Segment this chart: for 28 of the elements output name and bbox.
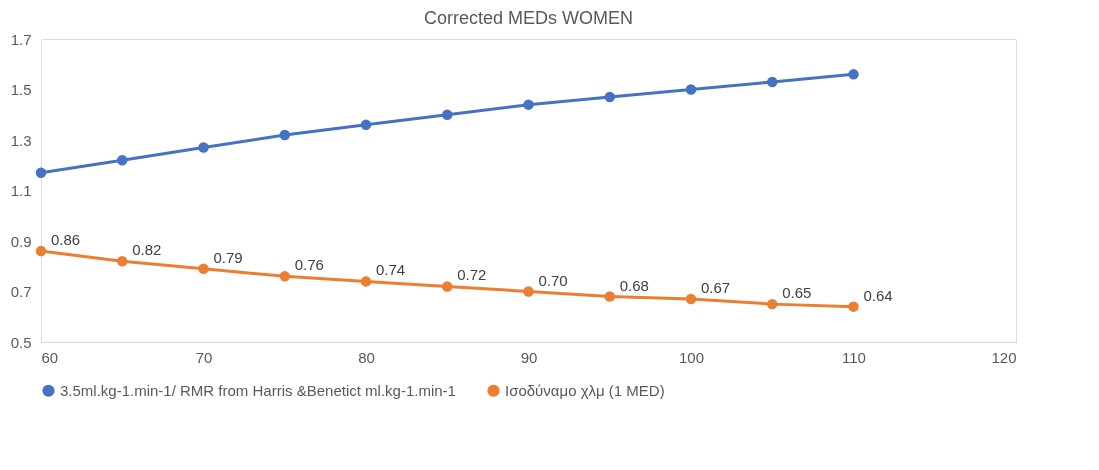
y-tick-label: 0.5 xyxy=(10,333,32,351)
x-tick-label: 80 xyxy=(358,348,375,366)
data-label: 0.76 xyxy=(294,256,324,274)
y-tick-label: 1.1 xyxy=(10,182,32,199)
y-tick-label: 0.7 xyxy=(10,283,32,300)
x-tick-label: 100 xyxy=(678,348,705,366)
data-label: 0.70 xyxy=(538,271,568,289)
data-label: 0.86 xyxy=(51,231,81,249)
data-label: 0.79 xyxy=(213,248,243,266)
data-label: 0.67 xyxy=(701,279,731,297)
x-tick-label: 70 xyxy=(195,348,213,366)
data-label: 0.68 xyxy=(619,276,649,294)
y-tick-label: 0.9 xyxy=(10,232,32,250)
legend-label: Ισοδύναμο χλμ (1 MED) xyxy=(505,381,665,399)
y-tick-label: 1.5 xyxy=(10,81,32,98)
data-label: 0.64 xyxy=(863,286,893,304)
chart-title: Corrected MEDs WOMEN xyxy=(423,8,634,28)
x-tick-label: 60 xyxy=(41,348,59,366)
y-tick-label: 1.3 xyxy=(10,131,32,149)
x-tick-label: 110 xyxy=(842,348,866,366)
legend-label: 3.5ml.kg-1.min-1/ RMR from Harris &Benetict ml.kg-1.min-1 xyxy=(60,381,456,399)
data-label: 0.65 xyxy=(782,284,812,302)
x-tick-label: 90 xyxy=(520,348,538,366)
x-tick-label: 120 xyxy=(991,348,1017,366)
data-label: 0.82 xyxy=(132,241,162,259)
data-label: 0.72 xyxy=(457,266,487,284)
data-label: 0.74 xyxy=(376,261,406,279)
y-tick-label: 1.7 xyxy=(10,30,32,48)
